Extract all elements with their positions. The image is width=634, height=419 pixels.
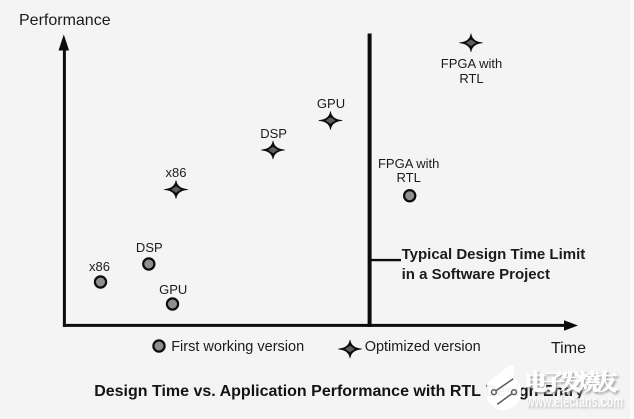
svg-text:www.elecfans.com: www.elecfans.com [525,392,623,411]
